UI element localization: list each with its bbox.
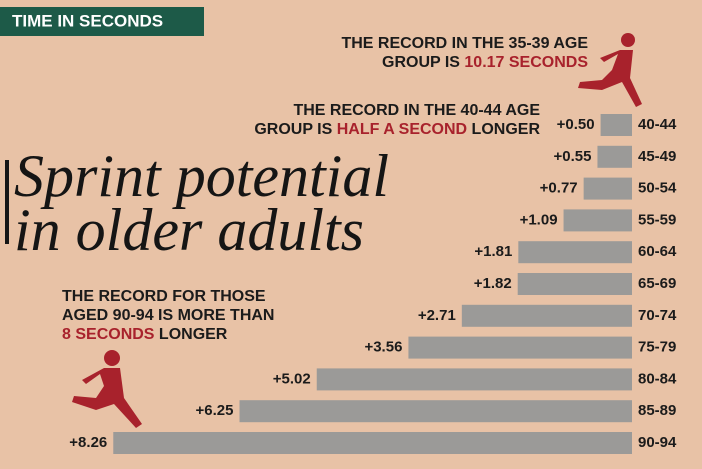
- category-label: 85-89: [638, 402, 676, 419]
- annotation-text: THE RECORD FOR THOSE: [62, 288, 266, 305]
- bar: [317, 368, 632, 390]
- value-label: +1.81: [474, 243, 512, 260]
- category-label: 40-44: [638, 116, 677, 133]
- category-label: 50-54: [638, 180, 677, 197]
- category-label: 45-49: [638, 148, 676, 165]
- value-label: +1.09: [520, 211, 558, 228]
- annotation: THE RECORD FOR THOSE: [62, 288, 266, 305]
- annotation: THE RECORD IN THE 35-39 AGE: [341, 35, 588, 52]
- bar: [518, 273, 632, 295]
- bar: [564, 209, 632, 231]
- value-label: +5.02: [273, 370, 311, 387]
- annotation-text: AGED 90-94 IS MORE THAN: [62, 307, 274, 324]
- annotation-text: THE RECORD IN THE 35-39 AGE: [341, 35, 588, 52]
- bar: [601, 114, 632, 136]
- annotation-text: GROUP IS: [254, 121, 336, 138]
- bar: [597, 146, 632, 168]
- value-label: +8.26: [69, 434, 107, 451]
- title-rule: [5, 160, 9, 244]
- annotation-text: 8 SECONDS: [62, 326, 155, 343]
- chart: TIME IN SECONDS Sprint potential in olde…: [0, 0, 702, 469]
- annotation-text: GROUP IS: [382, 54, 464, 71]
- annotation-text: LONGER: [467, 121, 540, 138]
- bar: [584, 178, 632, 200]
- category-label: 55-59: [638, 211, 676, 228]
- bar: [518, 241, 632, 263]
- annotation-text: THE RECORD IN THE 40-44 AGE: [293, 102, 540, 119]
- bar: [113, 432, 632, 454]
- annotation-text: HALF A SECOND: [337, 121, 467, 138]
- bar: [240, 400, 633, 422]
- annotation: AGED 90-94 IS MORE THAN: [62, 307, 274, 324]
- category-label: 80-84: [638, 370, 677, 387]
- value-label: +1.82: [474, 275, 512, 292]
- annotation: GROUP IS HALF A SECOND LONGER: [254, 121, 540, 138]
- bar: [408, 337, 632, 359]
- category-label: 70-74: [638, 307, 677, 324]
- category-label: 90-94: [638, 434, 677, 451]
- annotation: THE RECORD IN THE 40-44 AGE: [293, 102, 540, 119]
- chart-title: in older adults: [14, 197, 364, 263]
- category-label: 75-79: [638, 339, 676, 356]
- value-label: +0.50: [557, 116, 595, 133]
- annotation-text: LONGER: [154, 326, 227, 343]
- annotation: 8 SECONDS LONGER: [62, 326, 228, 343]
- annotation-text: 10.17 SECONDS: [464, 54, 588, 71]
- value-label: +6.25: [196, 402, 234, 419]
- value-label: +0.55: [553, 148, 591, 165]
- value-label: +2.71: [418, 307, 456, 324]
- annotation: GROUP IS 10.17 SECONDS: [382, 54, 588, 71]
- value-label: +0.77: [540, 180, 578, 197]
- value-label: +3.56: [364, 339, 402, 356]
- chart-label: TIME IN SECONDS: [12, 11, 163, 30]
- category-label: 60-64: [638, 243, 677, 260]
- category-label: 65-69: [638, 275, 676, 292]
- bar: [462, 305, 632, 327]
